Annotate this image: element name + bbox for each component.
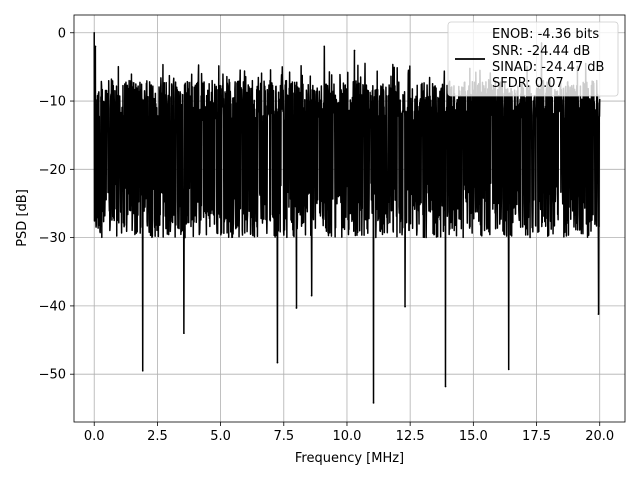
psd-spike-point	[141, 369, 144, 372]
x-axis-label: Frequency [MHz]	[295, 451, 404, 466]
y-tick-label: −30	[39, 231, 66, 246]
x-tick-label: 7.5	[273, 429, 294, 444]
psd-spike-point	[404, 305, 406, 308]
x-tick-label: 2.5	[147, 429, 168, 444]
y-tick-label: −50	[39, 368, 66, 383]
legend-enob: ENOB: -4.36 bits	[492, 27, 599, 42]
psd-spike-point	[276, 361, 279, 364]
ticks: 0.0 2.5 5.0 7.5 10.0 12.5 15.0 17.5 20.0 0 −10 −20 −…	[39, 26, 615, 444]
y-tick-label: −40	[39, 299, 66, 314]
psd-spike-point	[323, 45, 326, 48]
x-tick-label: 0.0	[84, 429, 105, 444]
x-tick-label: 17.5	[522, 429, 551, 444]
x-tick-label: 20.0	[585, 429, 614, 444]
y-axis-label: PSD [dB]	[15, 189, 30, 247]
psd-spike-point	[295, 307, 298, 309]
psd-spike-point	[310, 294, 313, 297]
psd-spike-point	[507, 368, 510, 371]
psd-spike-point	[372, 402, 375, 404]
x-tick-label: 15.0	[459, 429, 488, 444]
x-tick-label: 10.0	[332, 429, 361, 444]
psd-spike-point	[597, 313, 600, 315]
x-tick-label: 5.0	[210, 429, 231, 444]
legend-sfdr: SFDR: 0.07	[492, 76, 564, 91]
legend-snr: SNR: -24.44 dB	[492, 44, 590, 59]
x-tick-label: 12.5	[396, 429, 425, 444]
y-tick-label: −10	[39, 95, 66, 110]
psd-spike-point	[94, 45, 97, 48]
psd-line	[93, 32, 601, 404]
psd-spike-point	[183, 332, 185, 335]
legend: ENOB: -4.36 bits SNR: -24.44 dB SINAD: -…	[447, 21, 619, 97]
psd-spike-point	[93, 31, 96, 34]
axes-frame	[73, 14, 626, 423]
psd-spike-point	[353, 49, 356, 52]
psd-spike-point	[444, 385, 447, 388]
y-tick-label: 0	[58, 26, 66, 41]
legend-box	[447, 21, 619, 97]
y-tick-label: −20	[39, 163, 66, 178]
legend-sinad: SINAD: -24.47 dB	[492, 60, 604, 75]
